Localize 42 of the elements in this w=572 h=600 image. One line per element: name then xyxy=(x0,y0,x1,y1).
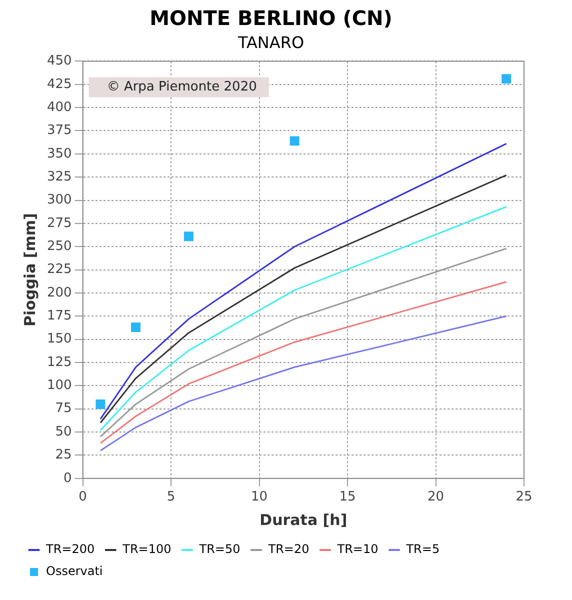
y-tick-label: 25 xyxy=(55,448,72,463)
legend-label: TR=50 xyxy=(198,542,240,556)
x-tick-label: 15 xyxy=(339,490,356,505)
y-tick-label: 250 xyxy=(46,238,72,254)
point xyxy=(184,232,194,242)
x-tick-label: 10 xyxy=(251,490,268,505)
annotation: © Arpa Piemonte 2020 xyxy=(106,80,257,95)
x-tick-label: 5 xyxy=(166,490,176,505)
y-tick-label: 100 xyxy=(46,378,72,394)
y-tick-label: 0 xyxy=(64,470,72,486)
y-tick-label: 375 xyxy=(46,123,72,138)
x-tick-label: 0 xyxy=(78,490,87,505)
chart-subtitle: TANARO xyxy=(236,32,304,52)
y-tick-label: 425 xyxy=(46,76,72,92)
y-tick-label: 150 xyxy=(46,332,72,347)
point xyxy=(96,399,106,409)
legend-label: TR=100 xyxy=(122,542,172,556)
y-axis-title: Pioggia [mm] xyxy=(20,213,39,326)
x-tick-label: 25 xyxy=(516,490,532,505)
legend-label: TR=5 xyxy=(405,542,440,556)
y-tick-label: 175 xyxy=(46,308,72,324)
y-tick-label: 75 xyxy=(55,401,72,416)
y-tick-label: 350 xyxy=(46,146,72,162)
x-tick-label: 20 xyxy=(427,490,444,505)
y-tick-label: 325 xyxy=(46,169,72,184)
y-tick-label: 300 xyxy=(46,192,72,208)
y-tick-label: 225 xyxy=(46,262,72,278)
y-tick-label: 200 xyxy=(46,285,72,300)
y-tick-label: 450 xyxy=(46,54,72,69)
legend-label: TR=10 xyxy=(336,542,378,556)
y-tick-label: 125 xyxy=(46,354,72,370)
point xyxy=(131,322,140,332)
legend-label: TR=200 xyxy=(45,542,95,556)
x-axis-title: Durata [h] xyxy=(260,510,348,529)
y-tick-label: 400 xyxy=(46,100,72,115)
point xyxy=(290,136,300,146)
legend-label: Osservati xyxy=(46,564,103,578)
point xyxy=(502,74,512,84)
y-tick-label: 275 xyxy=(46,216,72,231)
legend-label: TR=20 xyxy=(267,542,310,556)
chart-title: MONTE BERLINO (CN) xyxy=(150,6,392,30)
y-tick-label: 50 xyxy=(55,424,72,440)
